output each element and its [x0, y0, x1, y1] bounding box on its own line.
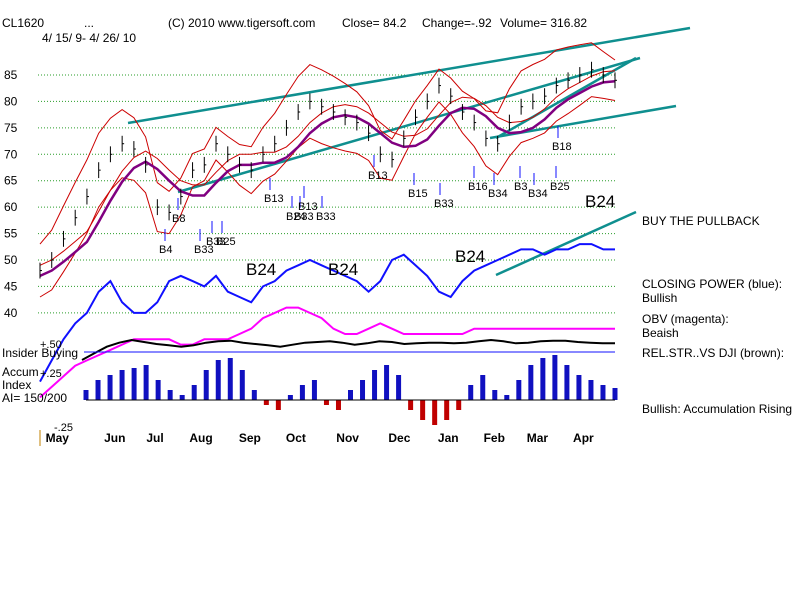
x-tick-label-may: May — [46, 431, 70, 445]
axis-ticks: 85 80 75 70 65 60 55 50 45 40 May Jun Jul Aug Sep Oct No… — [4, 68, 594, 445]
y-tick-label: 85 — [4, 68, 18, 82]
signal-label: B3 — [514, 181, 527, 193]
signal-label: B24 — [286, 211, 306, 223]
x-tick-label-jan: Jan — [438, 431, 459, 445]
copyright: (C) 2010 www.tigersoft.com — [168, 16, 315, 30]
indicator-axis-plus50: +.50 — [40, 339, 62, 351]
signal-label: B8 — [172, 213, 185, 225]
signal-label: B33 — [194, 244, 214, 256]
annotation-accum: Bullish: Accumulation Rising — [642, 402, 792, 416]
y-tick-label: 40 — [4, 306, 18, 320]
closing-power-line — [39, 243, 615, 383]
signal-label: B33 — [206, 236, 226, 248]
annotation-obv: OBV (magenta): — [642, 312, 729, 326]
trendline-4 — [495, 210, 637, 277]
signal-label: B33 — [294, 211, 314, 223]
x-tick-label-sep: Sep — [239, 431, 261, 445]
signal-label: B33 — [316, 211, 336, 223]
signal-label: B13 — [368, 170, 388, 182]
signal-label: B34 — [488, 188, 508, 200]
signal-label: B34 — [528, 188, 548, 200]
accum-title-line1: Accum — [2, 365, 39, 379]
x-tick-label-dec: Dec — [388, 431, 410, 445]
trendline-2 — [177, 56, 641, 194]
y-tick-label: 55 — [4, 227, 18, 241]
big-label-b24-2: B24 — [328, 260, 358, 279]
x-tick-label-jul: Jul — [146, 431, 163, 445]
x-tick-label-oct: Oct — [286, 431, 306, 445]
big-label-b24-3: B24 — [455, 247, 485, 266]
header-dots: ... — [84, 16, 94, 30]
trendline-1 — [127, 26, 691, 125]
trendlines — [127, 26, 691, 277]
signal-label: B18 — [552, 141, 572, 153]
indicator-axis-plus25: +.25 — [40, 368, 62, 380]
annotation-obv-state: Beaish — [642, 326, 679, 340]
ai-value: AI= 150/200 — [2, 391, 67, 405]
signal-label: B25 — [216, 236, 236, 248]
annotation-closing-power-state: Bullish — [642, 291, 677, 305]
x-tick-label-feb: Feb — [484, 431, 505, 445]
signal-label: B4 — [159, 244, 172, 256]
date-range: 4/ 15/ 9- 4/ 26/ 10 — [42, 31, 136, 45]
big-label-b24-1: B24 — [246, 260, 276, 279]
annotation-relstr: REL.STR..VS DJI (brown): — [642, 346, 784, 360]
change-value: Change=-.92 — [422, 16, 492, 30]
x-tick-label-aug: Aug — [189, 431, 212, 445]
obv-line — [39, 306, 615, 399]
signal-label: B33 — [434, 198, 454, 210]
rel-strength-line — [81, 338, 615, 361]
y-tick-label: 70 — [4, 147, 18, 161]
series-layer — [39, 42, 617, 399]
symbol-label: CL1620 — [2, 16, 44, 30]
insider-buying-label: Insider Buying — [2, 346, 78, 360]
x-tick-label-apr: Apr — [573, 431, 594, 445]
x-tick-label-mar: Mar — [527, 431, 549, 445]
y-tick-label: 75 — [4, 121, 18, 135]
signal-label: B16 — [468, 181, 488, 193]
y-tick-label: 65 — [4, 174, 18, 188]
volume-value: Volume= 316.82 — [500, 16, 587, 30]
y-tick-label: 45 — [4, 279, 18, 293]
accumulation-histogram — [83, 355, 618, 425]
big-label-b24-4: B24 — [585, 192, 615, 211]
upper-band-line — [39, 42, 616, 245]
y-tick-label: 50 — [4, 253, 18, 267]
moving-average-purple — [39, 80, 616, 278]
signal-label: B25 — [550, 181, 570, 193]
x-tick-label-jun: Jun — [104, 431, 125, 445]
y-tick-label: 60 — [4, 200, 18, 214]
accum-title-line2: Index — [2, 378, 31, 392]
moving-average-red — [39, 70, 616, 266]
close-value: Close= 84.2 — [342, 16, 407, 30]
annotation-buy-pullback: BUY THE PULLBACK — [642, 214, 760, 228]
lower-band-line — [39, 96, 616, 298]
signal-label: B13 — [264, 193, 284, 205]
signal-label: B13 — [298, 201, 318, 213]
y-tick-label: 80 — [4, 94, 18, 108]
x-tick-label-nov: Nov — [336, 431, 359, 445]
signal-label: B15 — [408, 188, 428, 200]
indicator-axis-minus25: -.25 — [54, 422, 73, 434]
annotation-closing-power: CLOSING POWER (blue): — [642, 277, 782, 291]
